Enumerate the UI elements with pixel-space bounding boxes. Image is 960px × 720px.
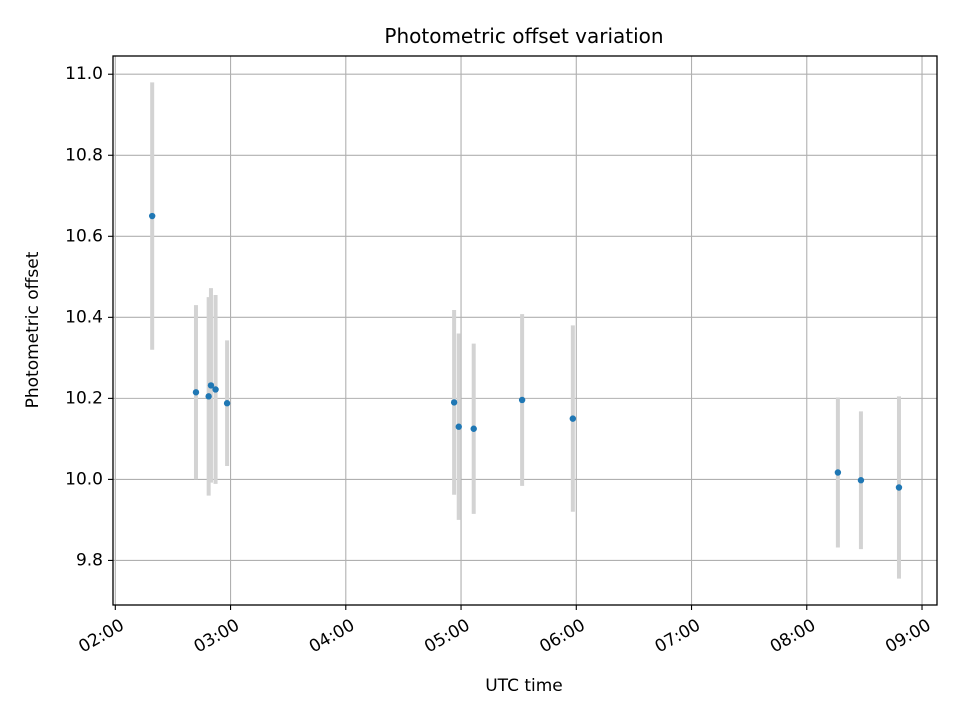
data-point [212,386,219,393]
data-point [569,415,577,422]
data-point [895,484,903,491]
data-point [518,396,526,404]
data-point [834,469,842,476]
grid [113,56,937,605]
data-point [470,425,477,432]
data-point [857,477,865,484]
y-axis-ticks: 9.8 10.0 10.2 10.4 10.6 10.8 11.0 [65,64,113,570]
data-point [455,423,462,430]
data-point [223,400,231,407]
chart-title: Photometric offset variation [384,24,663,48]
y-tick-label: 10.2 [65,388,103,408]
y-tick-label: 10.4 [65,307,103,327]
y-tick-label: 11.0 [65,64,103,84]
data-points [148,212,903,491]
data-point [207,382,215,389]
y-tick-label: 10.8 [65,145,103,165]
y-tick-label: 10.6 [65,226,103,246]
data-point [148,212,156,220]
data-point [205,393,212,400]
plot-frame [112,55,938,606]
x-axis-label: UTC time [485,676,563,696]
data-point [450,399,458,406]
data-point [192,389,200,396]
y-tick-label: 10.0 [65,469,103,489]
y-axis-label: Photometric offset [23,251,43,408]
y-tick-label: 9.8 [76,550,103,570]
